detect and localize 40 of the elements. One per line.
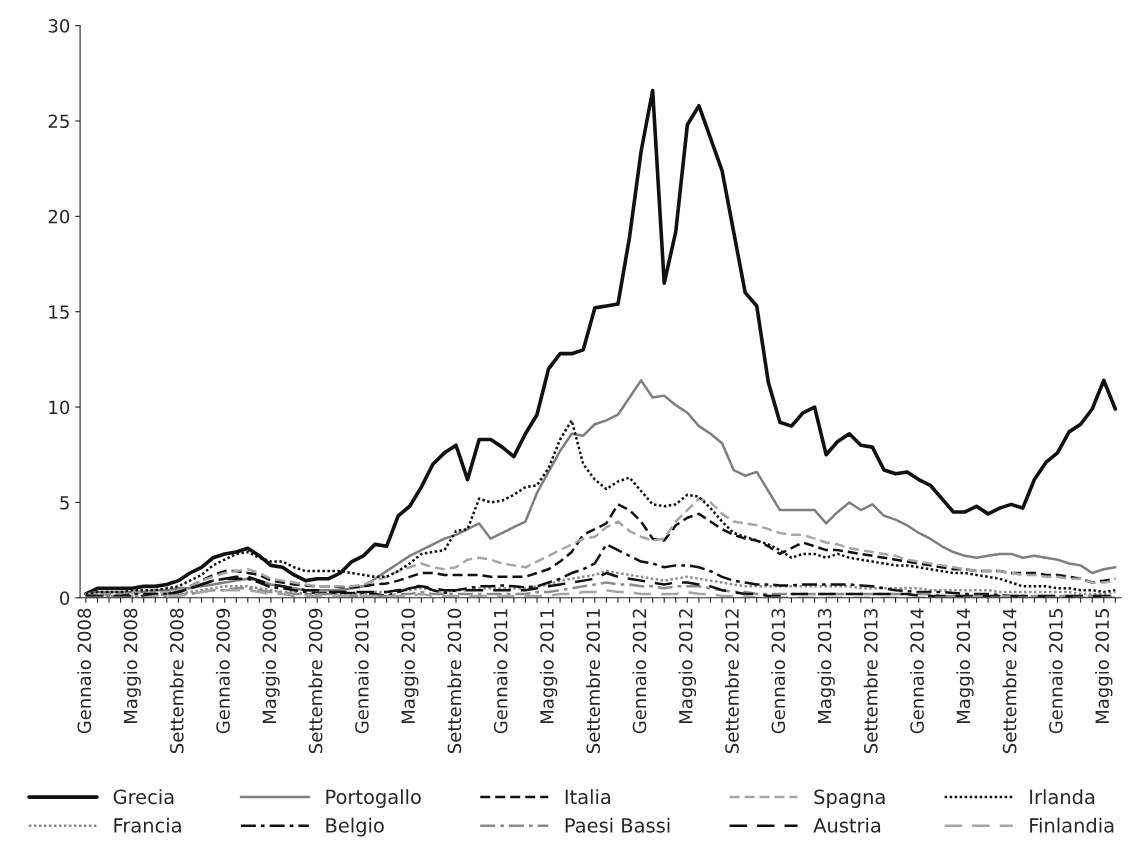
x-tick-label: Settembre 2013 (863, 608, 878, 754)
legend-label: Italia (565, 789, 611, 805)
x-tick-label: Maggio 2014 (956, 608, 974, 724)
legend-label: Francia (114, 817, 181, 833)
x-tick-label: Maggio 2013 (817, 608, 835, 724)
legend-label: Grecia (113, 789, 174, 805)
y-tick-label: 10 (49, 400, 70, 415)
legend-label: Austria (813, 817, 881, 833)
x-tick-label: Maggio 2010 (401, 608, 419, 724)
x-tick-label: Maggio 2008 (123, 608, 141, 724)
legend-label: Portogallo (326, 789, 421, 808)
legend-label: Belgio (326, 817, 384, 837)
x-tick-label: Gennaio 2015 (1048, 609, 1063, 734)
x-tick-label: Maggio 2012 (678, 609, 697, 724)
x-tick-label: Gennaio 2011 (493, 609, 508, 734)
y-tick-label: 15 (49, 305, 69, 319)
y-tick-label: 25 (48, 114, 69, 129)
x-tick-label: Gennaio 2010 (354, 608, 369, 734)
y-tick-label: 30 (48, 19, 70, 33)
x-tick-label: Settembre 2008 (169, 608, 184, 754)
x-tick-label: Maggio 2015 (1095, 609, 1113, 724)
legend-label: Spagna (814, 789, 885, 808)
x-tick-label: Gennaio 2012 (632, 609, 647, 734)
x-tick-label: Gennaio 2009 (215, 608, 230, 734)
x-tick-label: Gennaio 2013 (771, 608, 786, 734)
x-tick-label: Gennaio 2014 (909, 608, 924, 734)
legend-label: Finlandia (1030, 817, 1114, 833)
x-tick-label: Settembre 2012 (724, 609, 739, 754)
x-tick-label: Gennaio 2008 (77, 608, 92, 734)
y-tick-label: 20 (48, 209, 70, 224)
x-tick-label: Settembre 2010 (447, 608, 462, 754)
y-tick-label: 0 (60, 591, 70, 605)
x-tick-label: Settembre 2014 (1002, 608, 1017, 754)
x-tick-label: Maggio 2011 (539, 609, 558, 724)
legend-label: Irlanda (1030, 789, 1095, 805)
y-tick-label: 5 (60, 496, 69, 510)
x-tick-label: Maggio 2009 (262, 608, 280, 724)
x-tick-label: Settembre 2009 (308, 608, 323, 754)
legend-label: Paesi Bassi (565, 817, 670, 833)
x-tick-label: Settembre 2011 (586, 609, 601, 754)
